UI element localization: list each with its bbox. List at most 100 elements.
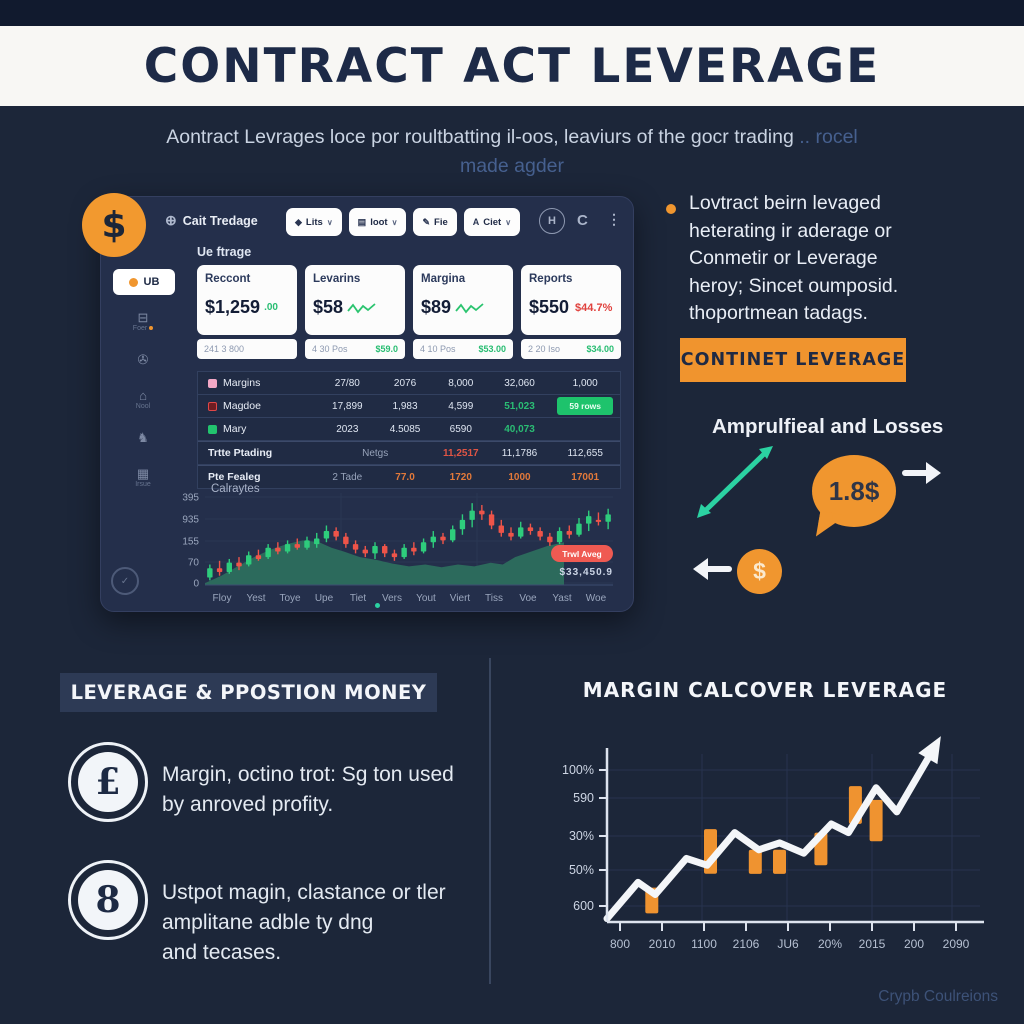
bullet-text: Lovtract beirn levaged heterating ir ader…	[689, 190, 979, 328]
text-line: amplitane adble ty dng	[162, 911, 374, 934]
user-icon: ◆	[295, 216, 302, 227]
table-row: Mary 2023 4.5085 6590 40,073	[198, 418, 620, 441]
rows-button[interactable]: 59 rows	[557, 397, 613, 415]
bottom-right-heading: MARGIN CALCOVER LEVERAGE	[582, 678, 948, 702]
text-line: by anroved profity.	[162, 793, 334, 816]
svg-text:Woe: Woe	[586, 593, 607, 604]
bullet-line: heroy; Sincet oumposid.	[689, 274, 899, 297]
table-cell: Netgs	[362, 447, 389, 459]
table-row: Margins 27/80 2076 8,000 32,060 1,000	[198, 372, 620, 395]
bullet-line: Lovtract beirn levaged	[689, 192, 881, 214]
stat-sub-right: $34.00	[586, 344, 614, 354]
letter-a-icon: A	[472, 217, 480, 227]
stat-sub-left: 4 30 Pos	[312, 344, 348, 354]
table-cell: 6590	[449, 423, 472, 435]
sidebar-item-label: Nool	[135, 402, 151, 410]
nav-pill-lits[interactable]: ◆ Lits ∨	[286, 208, 342, 236]
svg-text:1100: 1100	[691, 937, 717, 951]
svg-text:30%: 30%	[569, 829, 594, 843]
margin-line-chart: 100% 590 30% 50% 600 800 2010 1100 2106 JU6 20% 201…	[552, 730, 998, 970]
svg-text:2015: 2015	[859, 937, 886, 951]
svg-text:JU6: JU6	[777, 937, 799, 951]
table-cell: 11,1786	[501, 447, 538, 459]
trading-dashboard: ⊕ Cait Tredage ◆ Lits ∨ ▤ loot ∨ ✎ Fie A Ciet ∨ H …	[100, 196, 634, 612]
table-cell: 17,899	[332, 400, 363, 412]
table-cell: 1000	[508, 471, 531, 483]
top-nav: ◆ Lits ∨ ▤ loot ∨ ✎ Fie A Ciet ∨	[286, 208, 521, 236]
bottom-left-heading: LEVERAGE & PPOSTION MONEY	[60, 673, 437, 712]
stat-title: Reports	[529, 273, 573, 285]
table-cell: 11,2517	[442, 447, 479, 459]
svg-text:Vers: Vers	[382, 593, 402, 604]
nav-pill-loot[interactable]: ▤ loot ∨	[348, 208, 407, 236]
stat-value: $1,259	[205, 297, 261, 317]
stat-title: Reccont	[205, 273, 251, 285]
table-row: Magdoe 17,899 1,983 4,599 51,023 59 rows	[198, 395, 620, 418]
chevron-down-icon: ∨	[326, 217, 333, 227]
svg-text:2106: 2106	[733, 937, 760, 951]
nav-pill-fie[interactable]: ✎ Fie	[413, 208, 457, 236]
sidebar-item[interactable]: ✇	[101, 342, 185, 378]
svg-text:590: 590	[573, 791, 594, 805]
row-label: Trtte Ptading	[208, 447, 273, 459]
sidebar-item-nool[interactable]: ⌂ Nool	[101, 381, 185, 417]
sparkline-icon	[347, 302, 376, 313]
chevron-down-icon: ∨	[391, 217, 398, 227]
table-cell: 51,023	[504, 400, 535, 412]
stat-card-levarins: Levarins $58 4 30 Pos $59.0	[305, 265, 405, 359]
table-cell: 2076	[393, 377, 417, 389]
stat-card-reccont: Reccont $1,259.00 241 3 800	[197, 265, 297, 359]
footer-credit: Crypb Coulreions	[878, 988, 998, 1005]
table-cell: 2 Tade	[332, 471, 363, 483]
refresh-icon[interactable]: C	[577, 212, 588, 229]
legend-marker-icon	[208, 424, 217, 434]
svg-text:Floy: Floy	[213, 593, 232, 604]
bottom-left-text-1: Margin, octino trot: Sg ton used by anrov…	[162, 760, 492, 820]
bullet-line: thoportmean tadags.	[689, 302, 868, 324]
table-cell: 59 rows	[550, 397, 620, 415]
sidebar-item-label: Foer	[133, 325, 154, 332]
sidebar-item-irsue[interactable]: ▦ Irsue	[101, 459, 185, 495]
svg-text:155: 155	[182, 537, 199, 548]
teal-dot-icon	[375, 603, 380, 608]
nav-pill-label: Ciet	[483, 216, 502, 228]
sparkline-icon	[455, 302, 484, 313]
section-divider	[489, 658, 491, 984]
line-chart-svg: 100% 590 30% 50% 600 800 2010 1100 2106 JU6 20% 201…	[562, 736, 984, 951]
row-label: Pte Fealeg	[208, 471, 261, 483]
table-cell: 17001	[571, 471, 600, 483]
row-label: Magdoe	[223, 400, 261, 412]
stat-sub-right: $59.0	[375, 344, 398, 354]
svg-text:Upe: Upe	[315, 593, 334, 604]
svg-text:100%: 100%	[562, 763, 594, 777]
svg-text:800: 800	[610, 937, 630, 951]
grid-icon: ▦	[136, 465, 150, 481]
stat-card-margina: Margina $89 4 10 Pos $53.00	[413, 265, 513, 359]
sell-button[interactable]: Trwl Aveg	[551, 545, 613, 562]
stat-card-reports: Reports $550 $44.7% 2 20 Iso $34.00	[521, 265, 621, 359]
kebab-menu-icon[interactable]: ⋮	[607, 211, 622, 227]
text-line: Margin, octino trot: Sg ton used	[162, 763, 454, 786]
table-cell: 1,983	[392, 400, 418, 412]
circle-h-icon[interactable]: H	[539, 208, 565, 234]
chevron-down-icon: ∨	[505, 217, 512, 227]
legend-marker-icon	[208, 378, 217, 388]
table-cell: 4,599	[448, 400, 474, 412]
row-label: Margins	[223, 377, 261, 389]
contract-leverage-button[interactable]: CONTINET LEVERAGE	[680, 338, 906, 382]
table-cell: 1,000	[572, 377, 598, 389]
page-title: CONTRACT ACT LEVERAGE	[143, 38, 881, 94]
top-strip	[0, 0, 1024, 26]
sidebar-item-foer[interactable]: ⊟ Foer	[101, 303, 185, 339]
candlestick-svg: 395 935 155 70 0 Floy Yest Toye Upe Tiet Vers Yout V…	[182, 493, 613, 604]
table-cell: 40,073	[504, 423, 535, 435]
shield-icon[interactable]: ✓	[111, 567, 139, 595]
sidebar-item-active[interactable]: UB	[113, 269, 175, 295]
table-cell: 4.5085	[389, 423, 421, 435]
svg-text:200: 200	[904, 937, 924, 951]
sidebar-item[interactable]: ♞	[101, 420, 185, 456]
stat-sub-left: 4 10 Pos	[420, 344, 456, 354]
nav-pill-ciet[interactable]: A Ciet ∨	[463, 208, 521, 236]
table-cell: 77.0	[395, 471, 415, 483]
dollar-badge-icon: $	[82, 193, 146, 257]
